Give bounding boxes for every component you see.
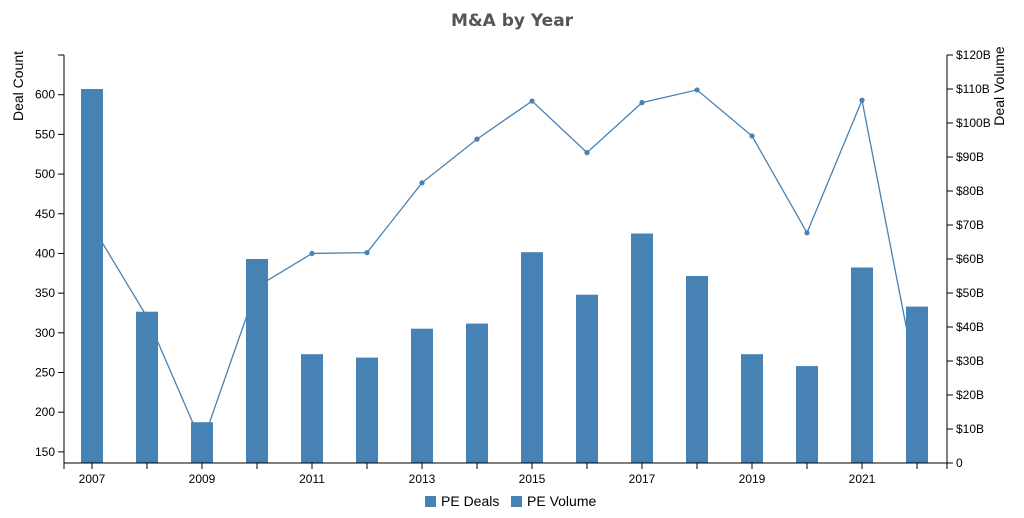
pe-deals-point bbox=[199, 441, 205, 447]
pe-deals-point bbox=[144, 314, 150, 320]
pe-deals-point bbox=[529, 98, 535, 104]
left-axis-tick-label: 200 bbox=[35, 405, 55, 419]
left-axis-tick-label: 550 bbox=[35, 127, 55, 141]
chart-title: M&A by Year bbox=[451, 11, 574, 31]
pe-deals-point bbox=[474, 136, 480, 142]
pe-volume-bar bbox=[356, 357, 378, 463]
pe-volume-bar bbox=[906, 306, 928, 463]
pe-deals-line bbox=[91, 89, 918, 446]
left-axis-label: Deal Count bbox=[10, 51, 26, 121]
right-axis-tick-label: $10B bbox=[956, 422, 984, 436]
right-axis-label: Deal Volume bbox=[991, 46, 1007, 126]
x-axis-tick-label: 2013 bbox=[409, 472, 436, 486]
right-axis-tick-label: $120B bbox=[956, 48, 991, 62]
x-axis-tick-label: 2007 bbox=[79, 472, 106, 486]
x-axis-tick-label: 2017 bbox=[629, 472, 656, 486]
bars-layer bbox=[81, 89, 928, 463]
pe-volume-bar bbox=[246, 259, 268, 463]
legend-label-pe-volume: PE Volume bbox=[527, 493, 596, 509]
left-axis-tick-label: 350 bbox=[35, 286, 55, 300]
right-axis-tick-label: $50B bbox=[956, 286, 984, 300]
right-axis-tick-label: $60B bbox=[956, 252, 984, 266]
pe-volume-bar bbox=[521, 252, 543, 463]
pe-deals-point bbox=[859, 97, 865, 103]
right-axis-tick-label: $110B bbox=[956, 82, 990, 96]
x-axis-tick-label: 2021 bbox=[849, 472, 876, 486]
axes-layer: 150 200 250 300 350 400 450 500 550 600 0 $10B $20B $… bbox=[35, 48, 991, 486]
pe-deals-point bbox=[254, 284, 260, 290]
pe-volume-bar bbox=[301, 354, 323, 463]
pe-deals-point bbox=[749, 133, 755, 139]
pe-volume-bar bbox=[466, 323, 488, 463]
right-axis-tick-label: $90B bbox=[956, 150, 984, 164]
line-layer bbox=[91, 87, 918, 447]
pe-deals-point bbox=[584, 150, 590, 156]
pe-deals-point bbox=[309, 250, 315, 257]
left-axis-tick-label: 450 bbox=[35, 207, 55, 221]
pe-volume-bar bbox=[796, 366, 818, 463]
pe-volume-bar bbox=[686, 276, 708, 463]
pe-deals-point bbox=[419, 180, 425, 186]
left-axis-tick-label: 300 bbox=[35, 326, 55, 340]
legend: PE Deals PE Volume bbox=[425, 493, 596, 509]
right-axis-tick-label: 0 bbox=[956, 456, 963, 470]
right-axis-tick-label: $30B bbox=[956, 354, 984, 368]
x-axis-tick-label: 2011 bbox=[299, 472, 325, 486]
left-axis-tick-label: 150 bbox=[35, 445, 55, 459]
left-axis-tick-label: 500 bbox=[35, 167, 55, 181]
pe-deals-point bbox=[694, 87, 700, 93]
x-axis-tick-label: 2015 bbox=[519, 472, 546, 486]
pe-volume-bar bbox=[851, 267, 873, 463]
pe-deals-point bbox=[364, 250, 370, 256]
pe-volume-bar bbox=[136, 311, 158, 463]
legend-label-pe-deals: PE Deals bbox=[441, 493, 499, 509]
pe-volume-bar bbox=[81, 89, 103, 463]
x-axis-tick-label: 2019 bbox=[739, 472, 766, 486]
pe-volume-bar bbox=[741, 354, 763, 463]
right-axis-tick-label: $80B bbox=[956, 184, 984, 198]
pe-volume-bar bbox=[631, 233, 653, 463]
left-axis-tick-label: 400 bbox=[35, 246, 55, 260]
right-axis-tick-label: $100B bbox=[956, 116, 991, 130]
x-axis-tick-label: 2009 bbox=[189, 472, 216, 486]
pe-deals-point bbox=[639, 100, 645, 106]
right-axis-tick-label: $40B bbox=[956, 320, 984, 334]
pe-deals-point bbox=[804, 230, 810, 236]
right-axis-tick-label: $70B bbox=[956, 218, 984, 232]
left-axis-tick-label: 250 bbox=[35, 366, 55, 380]
right-axis-tick-label: $20B bbox=[956, 388, 984, 402]
pe-volume-bar bbox=[576, 294, 598, 463]
left-axis-tick-label: 600 bbox=[35, 88, 55, 102]
legend-swatch-pe-deals bbox=[425, 496, 436, 507]
legend-swatch-pe-volume bbox=[511, 496, 522, 507]
pe-volume-bar bbox=[411, 328, 433, 463]
